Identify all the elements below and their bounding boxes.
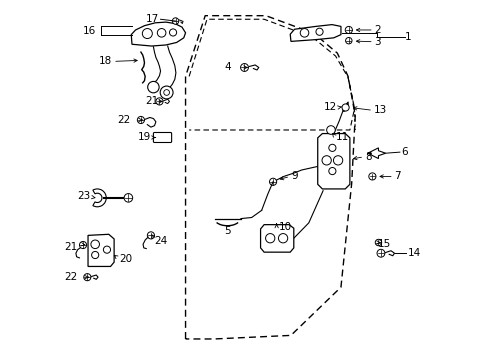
Text: 4: 4 [224,62,230,72]
Text: 16: 16 [83,26,96,36]
Text: 17: 17 [146,14,159,23]
Circle shape [169,29,176,36]
Circle shape [278,234,287,243]
Circle shape [269,178,276,185]
Circle shape [147,81,159,93]
Circle shape [172,18,179,24]
Text: 8: 8 [365,152,371,162]
Circle shape [124,194,132,202]
Circle shape [341,104,348,111]
Polygon shape [317,134,349,189]
Text: 22: 22 [117,115,130,125]
Text: 6: 6 [401,147,407,157]
Circle shape [322,156,331,165]
Text: 19: 19 [138,132,151,143]
Text: 22: 22 [64,272,77,282]
Polygon shape [131,22,185,46]
FancyBboxPatch shape [153,132,171,143]
Text: 23: 23 [77,191,90,201]
Circle shape [157,28,165,37]
Circle shape [368,173,375,180]
Circle shape [91,240,99,249]
Circle shape [376,249,384,257]
Circle shape [80,242,86,249]
Text: 7: 7 [394,171,400,181]
Circle shape [83,274,91,281]
Text: 14: 14 [407,248,421,258]
Circle shape [137,116,144,123]
Circle shape [300,28,308,37]
Text: 11: 11 [335,132,348,142]
Circle shape [328,144,335,152]
Text: 15: 15 [377,239,390,249]
Polygon shape [290,24,340,41]
Circle shape [240,64,248,71]
Circle shape [374,239,381,246]
Circle shape [147,232,154,239]
Text: 9: 9 [290,171,297,181]
Circle shape [345,26,352,33]
Text: 20: 20 [119,253,132,264]
Circle shape [326,126,335,134]
Circle shape [142,28,152,39]
Text: 18: 18 [98,57,111,66]
Circle shape [265,234,274,243]
Circle shape [156,98,163,105]
Circle shape [163,90,169,95]
Text: 24: 24 [154,236,167,246]
Circle shape [345,37,351,44]
Text: 10: 10 [278,222,291,232]
Text: 2: 2 [373,25,380,35]
Polygon shape [260,225,293,252]
Circle shape [333,156,342,165]
Circle shape [328,167,335,175]
Circle shape [91,251,99,258]
Polygon shape [367,148,385,158]
Text: 13: 13 [373,105,386,115]
Circle shape [315,28,323,35]
Text: 3: 3 [373,37,380,47]
Text: 5: 5 [224,226,230,236]
Text: 1: 1 [405,32,411,42]
Circle shape [103,246,110,253]
Polygon shape [88,234,114,266]
Text: 21: 21 [64,242,77,252]
Wedge shape [93,189,106,207]
Text: 21: 21 [145,96,158,107]
Text: 12: 12 [324,102,337,112]
Circle shape [160,86,173,99]
